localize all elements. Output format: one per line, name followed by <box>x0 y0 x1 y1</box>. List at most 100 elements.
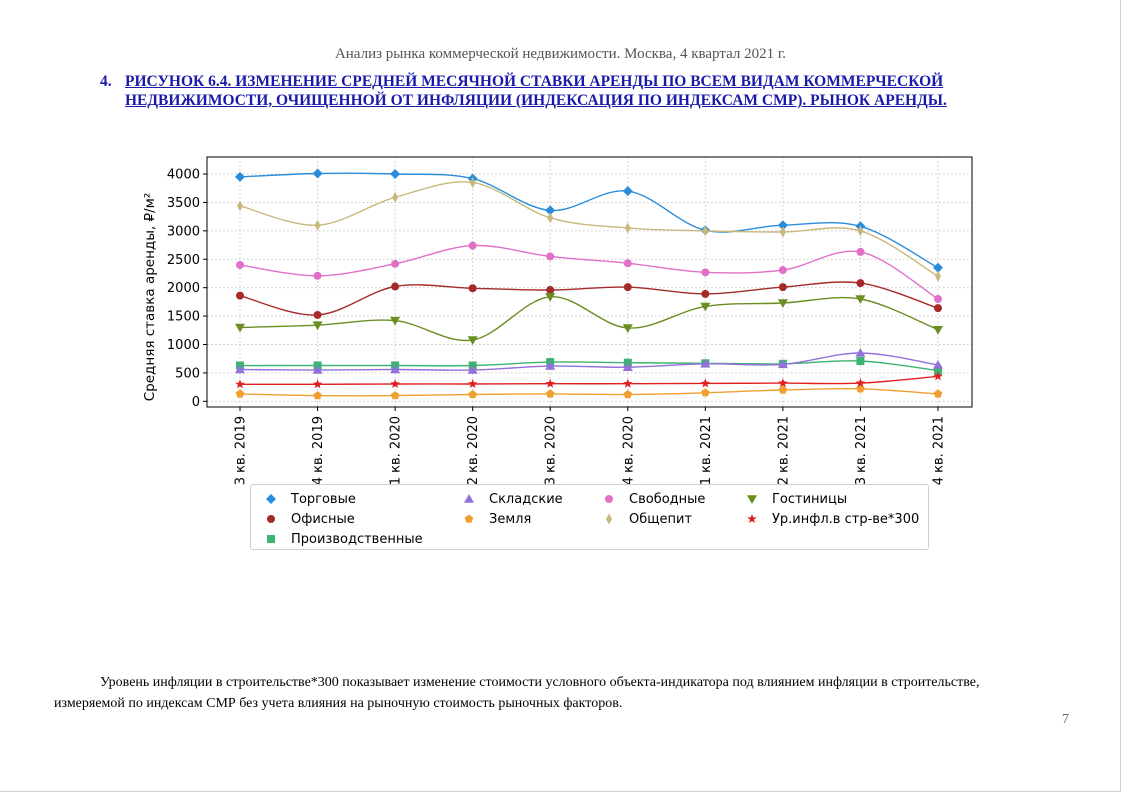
data-point <box>235 364 245 374</box>
x-tick-label: 3 кв. 2019 <box>234 416 249 485</box>
data-point <box>856 279 865 288</box>
data-point <box>468 284 477 293</box>
data-point <box>312 379 323 389</box>
data-point <box>235 171 245 182</box>
data-point <box>312 168 323 179</box>
data-point <box>855 378 866 388</box>
data-point <box>778 378 788 388</box>
x-tick-label: 3 кв. 2021 <box>854 416 869 485</box>
data-point <box>237 200 243 212</box>
series-5 <box>235 384 943 400</box>
data-point <box>546 285 555 294</box>
data-point <box>856 247 865 256</box>
data-point <box>855 295 866 304</box>
data-point <box>236 291 244 300</box>
data-point <box>545 293 556 302</box>
series-4 <box>235 348 943 374</box>
data-point <box>856 357 865 365</box>
legend-marker-icon <box>589 512 629 526</box>
legend-label: Производственные <box>291 531 423 547</box>
series-7 <box>237 177 941 282</box>
y-axis-label: Средняя ставка аренды, ₽/м² <box>142 193 158 402</box>
data-point <box>235 379 245 389</box>
legend-marker-shape <box>606 513 612 525</box>
data-point <box>312 321 323 331</box>
series-line <box>239 387 939 397</box>
data-point <box>235 323 245 333</box>
data-point <box>390 169 401 179</box>
y-tick-label: 0 <box>192 395 200 410</box>
data-point <box>933 389 943 398</box>
series-line <box>239 181 939 277</box>
y-tick-label: 3500 <box>167 196 200 211</box>
data-point <box>701 289 710 298</box>
y-tick-label: 2500 <box>167 253 200 268</box>
y-tick-label: 4000 <box>167 168 200 183</box>
data-point <box>622 186 633 197</box>
data-point <box>702 225 709 237</box>
data-point <box>236 260 244 269</box>
data-point <box>778 266 787 275</box>
data-point <box>390 391 400 400</box>
caption-link[interactable]: РИСУНОК 6.4. ИЗМЕНЕНИЕ СРЕДНЕЙ МЕСЯЧНОЙ … <box>125 73 947 109</box>
x-tick-label: 1 кв. 2020 <box>389 416 404 485</box>
legend-marker-icon <box>449 492 489 506</box>
legend-label: Торговые <box>291 491 356 507</box>
y-tick-label: 1000 <box>167 338 200 353</box>
x-tick-label: 4 кв. 2021 <box>932 416 947 485</box>
series-9 <box>235 371 943 389</box>
data-point <box>700 302 711 312</box>
x-tick-label: 4 кв. 2019 <box>311 416 326 485</box>
data-point <box>935 270 941 282</box>
x-tick-label: 1 кв. 2021 <box>699 416 714 485</box>
data-point <box>623 390 633 399</box>
x-tick-label: 3 кв. 2020 <box>544 416 559 485</box>
series-line <box>239 296 939 342</box>
legend-marker-shape <box>266 494 276 504</box>
legend-marker-icon <box>732 492 772 506</box>
legend-marker-icon <box>251 532 291 546</box>
legend-marker-shape <box>747 514 757 523</box>
data-point <box>777 220 788 231</box>
legend-marker-shape <box>267 535 275 543</box>
chart-legend: Торговые Офисные Производственные Складские… <box>250 484 929 550</box>
legend-label: Складские <box>489 491 563 507</box>
data-point <box>933 371 943 381</box>
data-point <box>545 205 556 216</box>
data-point <box>855 348 866 357</box>
data-point <box>467 379 478 388</box>
legend-entry: Торговые <box>251 490 356 508</box>
data-point <box>857 225 864 237</box>
legend-entry: Общепит <box>589 510 692 528</box>
data-point <box>700 378 711 388</box>
data-point <box>933 360 943 369</box>
series-6 <box>236 241 942 304</box>
data-point <box>933 326 943 335</box>
data-point <box>467 365 478 374</box>
y-tick-label: 500 <box>175 366 200 381</box>
data-point <box>934 295 942 304</box>
data-point <box>468 390 477 399</box>
series-line <box>239 375 939 386</box>
legend-marker-shape <box>267 515 275 523</box>
legend-label: Земля <box>489 511 532 527</box>
data-point <box>778 283 787 292</box>
legend-entry: Земля <box>449 510 531 528</box>
data-point <box>312 365 323 374</box>
legend-entry: Гостиницы <box>732 490 847 508</box>
data-point <box>391 259 400 268</box>
data-point <box>777 299 788 308</box>
series-line <box>239 281 939 316</box>
series-1 <box>235 168 943 273</box>
footnote: Уровень инфляции в строительстве*300 пок… <box>54 675 980 711</box>
data-point <box>235 389 245 398</box>
legend-entry: Офисные <box>251 510 355 528</box>
legend-label: Свободные <box>629 491 706 507</box>
series-line <box>239 244 939 300</box>
y-tick-label: 2000 <box>167 281 200 296</box>
x-tick-label: 4 кв. 2020 <box>621 416 636 485</box>
legend-marker-icon <box>589 492 629 506</box>
data-point <box>313 391 322 400</box>
legend-entry: Свободные <box>589 490 705 508</box>
legend-marker-shape <box>605 495 613 503</box>
